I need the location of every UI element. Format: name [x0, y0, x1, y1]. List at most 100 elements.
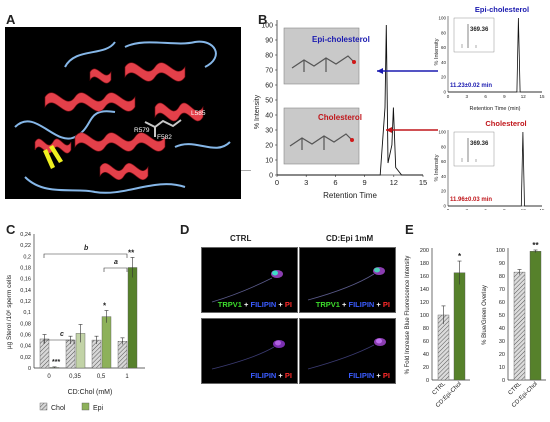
beta-sheet-yellow — [43, 149, 55, 169]
c-x-tick-label: 0,5 — [97, 374, 106, 380]
protein-structure-image: L585 R579 F582 — [5, 27, 241, 199]
main-y-tick-label: 90 — [265, 38, 273, 45]
main-y-tick-label: 10 — [265, 158, 273, 165]
inset-y-tick-label: 0 — [443, 204, 446, 209]
cholesterol-structure — [283, 107, 360, 165]
c-legend-chol-swatch — [39, 402, 48, 411]
micrograph-epi-trpv1: TRPV1 + FILIPIN + PI — [299, 247, 396, 313]
cap-filipin: FILIPIN — [348, 371, 375, 380]
c-bar-chol — [91, 339, 102, 369]
cap-trpv1: TRPV1 — [315, 300, 340, 309]
e-y-tick-label: 50 — [499, 313, 505, 319]
inset-y-tick-label: 40 — [441, 60, 447, 65]
inset-epi-trace — [448, 17, 542, 93]
inset-chol-rt: 11.96±0.03 min — [450, 197, 492, 203]
c-sig-a: a — [114, 259, 118, 266]
e-y-tick-label: 0 — [502, 378, 505, 384]
e-y-tick-label: 90 — [499, 261, 505, 267]
cap-pi: PI — [382, 371, 390, 380]
inset-y-tick-label: 40 — [441, 174, 447, 179]
cap-trpv1: TRPV1 — [217, 300, 242, 309]
c-sig-b: b — [84, 245, 89, 252]
inset-epi-rt: 11.23±0.02 min — [450, 83, 492, 89]
c-bar-chol — [65, 339, 76, 369]
e-y-tick-label: 80 — [499, 274, 505, 280]
e-y-tick-label: 200 — [420, 248, 429, 254]
main-x-tick-label: 9 — [363, 178, 367, 187]
cap-filipin: FILIPIN — [348, 300, 375, 309]
inset-x-tick-label: 6 — [484, 208, 487, 210]
c-x-tick-label: 0,35 — [69, 374, 81, 380]
e-y-tick-label: 100 — [420, 313, 429, 319]
cap-filipin: FILIPIN — [250, 371, 277, 380]
inset-chol-trace — [448, 131, 542, 207]
e-bar-ctrl — [437, 314, 450, 381]
inset-x-tick-label: 0 — [447, 94, 450, 99]
cap-plus: + — [339, 300, 349, 309]
e-y-tick-label: 160 — [420, 274, 429, 280]
main-y-axis-label: % Intensity — [254, 94, 261, 129]
inset-chol-mz: 369.36 — [470, 141, 489, 147]
inset-epi-ms-spectrum — [453, 17, 495, 53]
panel-e-bar-charts: % Fold Increase Blue Fluorescence Intens… — [405, 241, 546, 409]
residue-label-l585: L585 — [191, 110, 206, 117]
c-y-tick-label: 0,04 — [20, 344, 31, 350]
main-x-tick-label: 6 — [333, 178, 337, 187]
c-y-tick-label: 0,2 — [23, 254, 31, 260]
c-bar-epi — [101, 316, 112, 369]
c-y-tick-label: 0,12 — [20, 299, 31, 305]
c-sig-c: c — [60, 331, 64, 338]
e-y-tick-label: 60 — [423, 339, 429, 345]
e-y-tick-label: 20 — [499, 352, 505, 358]
panel-d-label: D — [180, 222, 190, 237]
cap-plus: + — [241, 300, 251, 309]
c-y-tick-label: 0,24 — [20, 232, 31, 238]
e-bar-ctrl — [513, 271, 526, 381]
epi-cholesterol-structure — [283, 27, 360, 85]
c-y-tick-label: 0,16 — [20, 277, 31, 283]
main-y-tick-label: 100 — [261, 23, 273, 30]
main-y-tick-label: 60 — [265, 83, 273, 90]
inset-y-tick-label: 100 — [438, 130, 446, 135]
d-title-ctrl: CTRL — [230, 234, 252, 243]
inset-chol-title: Cholesterol — [485, 119, 526, 128]
inset-chol-ylabel: % Intensity — [434, 154, 440, 181]
main-y-tick-label: 40 — [265, 113, 273, 120]
micrograph-ctrl-trpv1: TRPV1 + FILIPIN + PI — [201, 247, 298, 313]
c-x-tick-label: 0 — [47, 374, 51, 380]
main-x-tick-label: 15 — [419, 178, 427, 187]
main-x-tick-label: 0 — [275, 178, 279, 187]
inset-y-tick-label: 60 — [441, 45, 447, 50]
panel-c-label: C — [6, 222, 16, 237]
main-x-tick-label: 3 — [304, 178, 308, 187]
residue-label-f582: F582 — [157, 134, 172, 141]
micrograph-epi-filipin: FILIPIN + PI — [299, 318, 396, 384]
e-y-tick-label: 10 — [499, 365, 505, 371]
c-y-tick-label: 0 — [28, 366, 31, 372]
e-y-tick-label: 0 — [426, 378, 429, 384]
c-x-axis-label: CD:Chol (mM) — [68, 389, 113, 396]
c-bar-epi — [127, 267, 138, 369]
inset-y-tick-label: 0 — [443, 90, 446, 95]
c-sig-star3: *** — [52, 359, 60, 366]
main-y-tick-label: 0 — [269, 173, 273, 180]
panel-b-label: B — [258, 12, 268, 27]
inset-x-tick-label: 15 — [539, 208, 545, 210]
cap-plus: + — [374, 300, 383, 309]
e-bar-cd-epi-chol — [529, 251, 542, 381]
c-legend-chol: Chol — [51, 405, 66, 412]
inset-epi-xlabel: Retention Time (min) — [469, 106, 520, 112]
inset-y-tick-label: 20 — [441, 189, 447, 194]
c-y-axis-label: µg Sterol /10⁶ sperm cells — [6, 274, 13, 349]
main-x-tick-label: 12 — [390, 178, 398, 187]
main-y-tick-label: 30 — [265, 128, 273, 135]
inset-x-tick-label: 0 — [447, 208, 450, 210]
protein-ribbon: L585 R579 F582 — [14, 40, 231, 194]
inset-y-tick-label: 20 — [441, 75, 447, 80]
panel-e-label: E — [405, 222, 414, 237]
main-y-tick-label: 50 — [265, 98, 273, 105]
cap-plus: + — [374, 371, 383, 380]
c-sig-star2: ** — [128, 248, 135, 257]
main-y-tick-label: 70 — [265, 68, 273, 75]
